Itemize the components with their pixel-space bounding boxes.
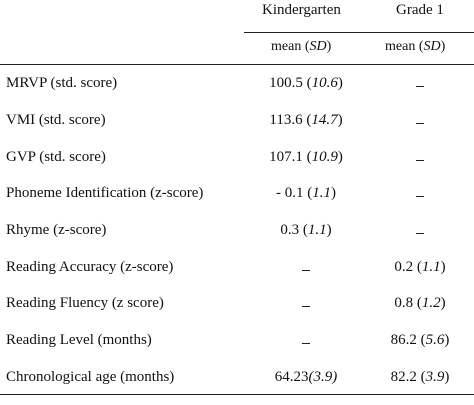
kindergarten-value: - 0.1 (1.1) [276,185,336,201]
table-bottom-rule [0,394,474,395]
grade1-value [416,150,424,165]
dash-placeholder [416,123,424,124]
grade1-value [416,223,424,238]
dash-placeholder [416,160,424,161]
header-bottom-rule [0,64,474,65]
dash-placeholder [416,233,424,234]
row-label: MRVP (std. score) [6,75,118,91]
kindergarten-value: 100.5 (10.6) [269,75,343,91]
grade1-value: 82.2 (3.9) [390,369,450,385]
kindergarten-header: Kindergarten [262,2,341,18]
grade1-value [416,76,424,91]
grade1-subheader: mean (SD) [385,39,446,54]
dash-placeholder [302,306,310,307]
kindergarten-value: 64.23(3.9) [274,369,338,385]
kindergarten-value [302,333,310,348]
grade1-value [416,186,424,201]
grade1-value: 86.2 (5.6) [390,332,450,348]
row-label: VMI (std. score) [6,112,106,128]
dash-placeholder [302,270,310,271]
row-label: Chronological age (months) [6,369,175,385]
kindergarten-value: 107.1 (10.9) [269,149,343,165]
grade1-value: 0.8 (1.2) [394,295,446,311]
row-label: Rhyme (z-score) [6,222,107,238]
kindergarten-value [302,296,310,311]
grade1-header: Grade 1 [396,2,444,18]
dash-placeholder [416,196,424,197]
row-label: Reading Fluency (z score) [6,295,164,311]
dash-placeholder [302,343,310,344]
kindergarten-value [302,260,310,275]
grade1-value [416,113,424,128]
grade1-value: 0.2 (1.1) [394,259,446,275]
row-label: Reading Accuracy (z-score) [6,259,174,275]
kindergarten-subheader: mean (SD) [271,39,332,54]
kindergarten-value: 113.6 (14.7) [269,112,343,128]
kindergarten-value: 0.3 (1.1) [280,222,332,238]
row-label: Reading Level (months) [6,332,152,348]
row-label: GVP (std. score) [6,149,106,165]
row-label: Phoneme Identification (z-score) [6,185,204,201]
column-group-rule [244,32,474,33]
dash-placeholder [416,86,424,87]
